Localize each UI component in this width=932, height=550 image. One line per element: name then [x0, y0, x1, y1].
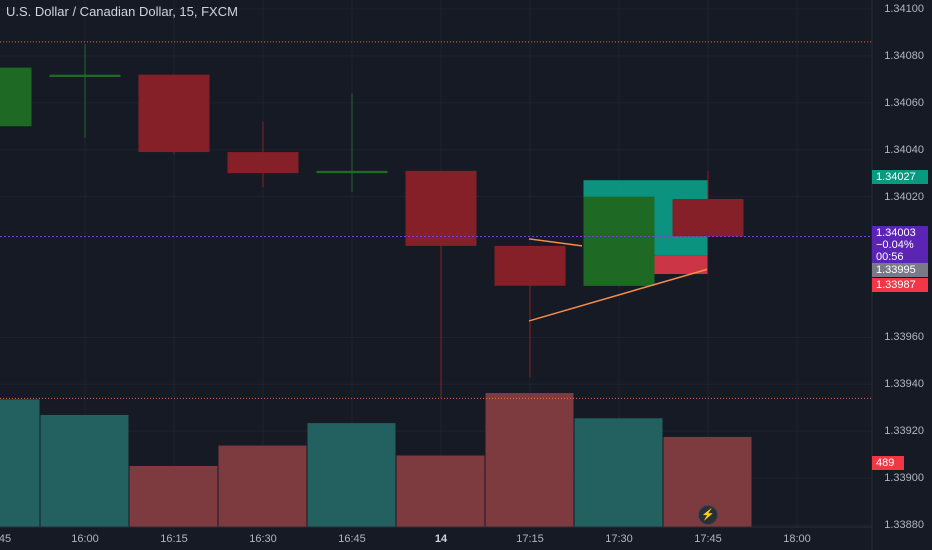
candle-body-overlay [583, 196, 655, 286]
price-change-value: −0.04% [876, 239, 914, 251]
time-axis-tick: 17:45 [694, 533, 722, 545]
candle-body [405, 170, 477, 246]
time-axis-tick: 17:15 [516, 533, 544, 545]
candle-body [494, 245, 566, 286]
lightning-icon[interactable]: ⚡ [698, 505, 718, 525]
volume-bar [218, 445, 307, 527]
price-axis-tick: 1.34100 [884, 3, 924, 15]
volume-bar [40, 414, 129, 527]
time-axis-tick: 16:45 [338, 533, 366, 545]
price-axis-tick: 1.33960 [884, 331, 924, 344]
price-axis-tick: 1.33920 [884, 425, 924, 438]
candle-body [227, 152, 299, 174]
candle-body [0, 67, 32, 127]
bar-countdown-value: 00:56 [876, 251, 904, 263]
time-axis-tick: 14 [434, 533, 448, 545]
volume-bar [0, 399, 40, 527]
price-axis-tick: 1.33880 [884, 519, 924, 531]
price-axis-tick: 1.33940 [884, 378, 924, 391]
chart-title: U.S. Dollar / Canadian Dollar, 15, FXCM [6, 4, 238, 19]
volume-bar [307, 423, 396, 527]
target-price-label: 1.34027 [872, 170, 928, 184]
candle-body [316, 170, 388, 174]
candle-body [138, 74, 210, 153]
volume-bar [129, 465, 218, 527]
volume-bar [574, 418, 663, 527]
price-axis-tick: 1.34020 [884, 190, 924, 203]
current-price-label: 1.34003 −0.04% 00:56 [872, 226, 928, 263]
trendline-lower [528, 268, 708, 322]
time-axis-tick: 18:00 [783, 533, 811, 545]
current-price-value: 1.34003 [876, 227, 916, 239]
price-axis-tick: 1.33900 [884, 472, 924, 485]
price-axis-tick: 1.34060 [884, 96, 924, 109]
volume-label: 489 [872, 456, 904, 470]
stop-price-label: 1.33987 [872, 278, 928, 292]
price-axis-tick: 1.34040 [884, 143, 924, 156]
time-axis-tick: 16:15 [160, 533, 188, 545]
trendline-upper [528, 238, 583, 247]
candle-body-overlay [672, 198, 744, 237]
candle-body [49, 74, 121, 78]
time-axis-tick: 45 [0, 533, 12, 545]
price-axis-tick: 1.34080 [884, 49, 924, 62]
time-axis-tick: 16:30 [249, 533, 277, 545]
volume-bar [485, 393, 574, 527]
entry-price-label: 1.33995 [872, 263, 928, 277]
volume-bar [396, 455, 485, 527]
time-axis-tick: 16:00 [71, 533, 99, 545]
time-axis-tick: 17:30 [605, 533, 633, 545]
